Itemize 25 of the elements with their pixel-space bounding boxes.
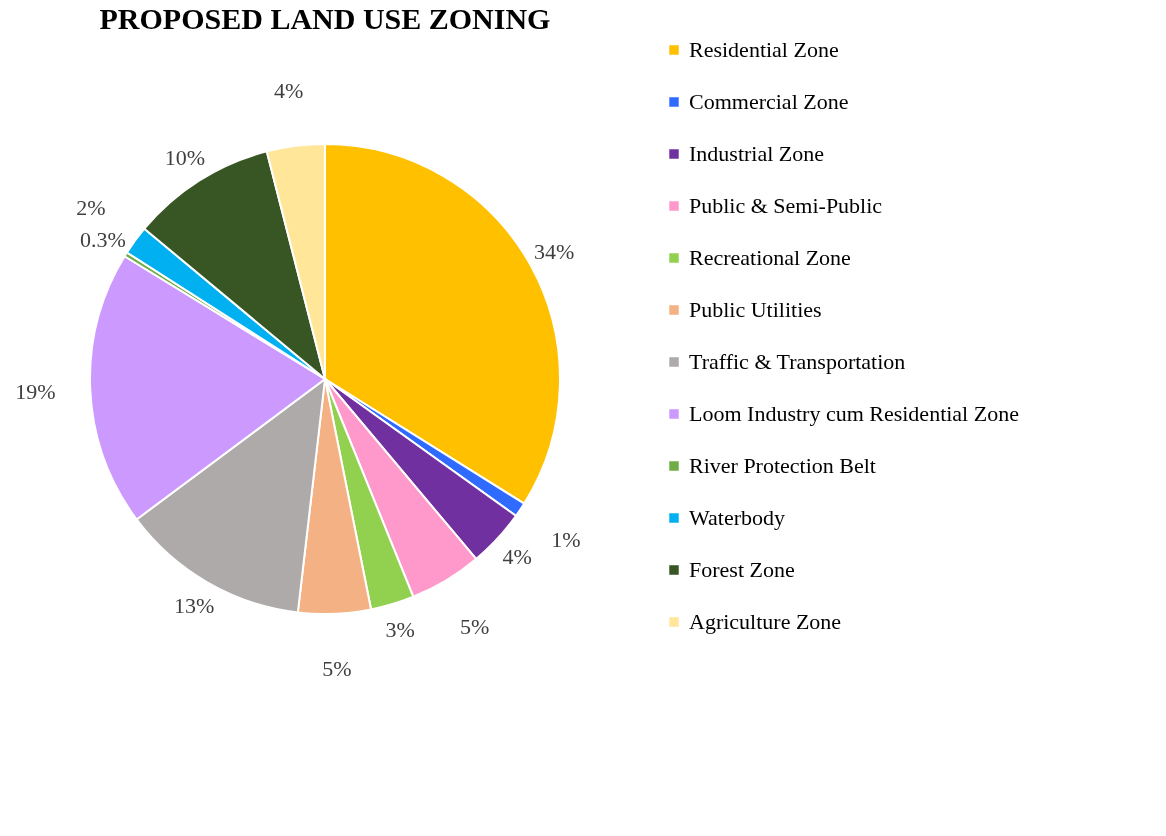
data-label: 5% — [322, 655, 352, 681]
data-label: 10% — [164, 144, 206, 170]
legend-label: Recreational Zone — [689, 245, 851, 270]
data-label: 4% — [502, 544, 532, 570]
legend-label: Public & Semi-Public — [689, 193, 883, 218]
legend-label: Waterbody — [689, 505, 785, 530]
data-label: 4% — [274, 78, 304, 104]
data-label: 13% — [173, 592, 215, 618]
legend-label: Loom Industry cum Residential Zone — [689, 401, 1019, 426]
legend-label: Traffic & Transportation — [689, 349, 906, 374]
data-label: 0.3% — [79, 227, 126, 253]
legend-label: Residential Zone — [689, 37, 839, 62]
data-label: 1% — [551, 527, 581, 553]
legend-label: Commercial Zone — [689, 89, 849, 114]
legend-label: Public Utilities — [689, 297, 822, 322]
data-label: 34% — [534, 239, 575, 265]
legend-label: Agriculture Zone — [689, 609, 842, 634]
data-label: 5% — [459, 614, 490, 640]
data-label: 3% — [385, 616, 415, 642]
legend-label: River Protection Belt — [689, 453, 876, 478]
legend-label: Forest Zone — [689, 557, 795, 582]
data-label: 19% — [15, 379, 56, 405]
chart-title: PROPOSED LAND USE ZONING — [99, 2, 551, 35]
legend-label: Industrial Zone — [689, 141, 825, 166]
data-label: 2% — [76, 194, 106, 220]
